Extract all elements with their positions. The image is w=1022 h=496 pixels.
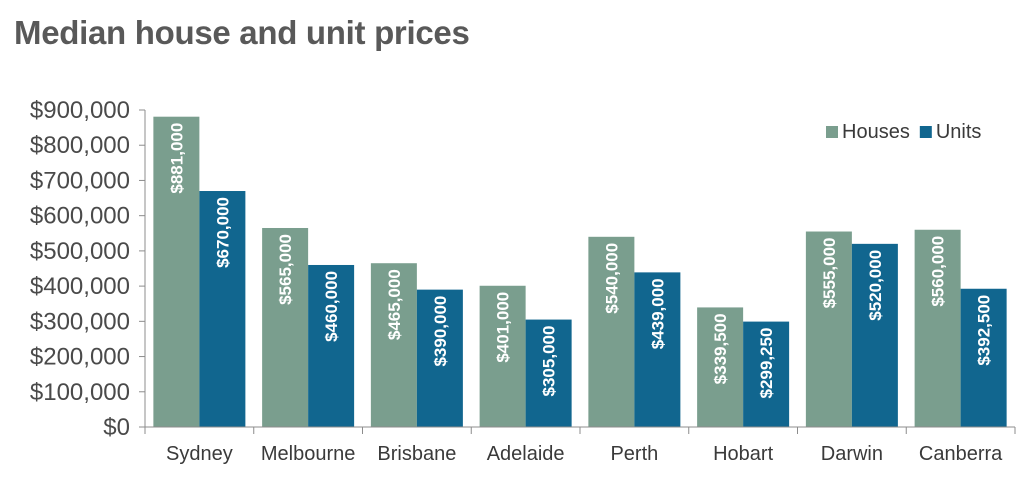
y-tick-label: $800,000 <box>30 132 130 159</box>
data-label: $339,500 <box>711 313 730 384</box>
bar-units <box>851 243 898 427</box>
y-tick-label: $900,000 <box>30 97 130 124</box>
data-label: $299,250 <box>757 328 776 399</box>
legend-label-units: Units <box>936 121 982 143</box>
legend-swatch-units <box>919 126 932 138</box>
bar-units <box>308 264 355 427</box>
x-tick-label: Perth <box>610 443 658 465</box>
x-tick-label: Brisbane <box>377 443 456 465</box>
data-label: $392,500 <box>975 295 994 366</box>
bar-units <box>960 288 1007 427</box>
y-tick-label: $500,000 <box>30 238 130 265</box>
bar-houses <box>588 236 635 427</box>
data-label: $305,000 <box>540 326 559 397</box>
x-tick-label: Hobart <box>713 443 773 465</box>
y-tick-label: $600,000 <box>30 203 130 230</box>
x-tick-label: Adelaide <box>487 443 565 465</box>
x-tick-label: Melbourne <box>261 443 356 465</box>
bar-houses <box>914 229 961 427</box>
bars-group: $881,000 $670,000 $565,000 $460,000 $465,000… <box>153 116 1007 427</box>
y-tick-label: $400,000 <box>30 273 130 300</box>
bar-houses <box>370 263 417 427</box>
data-label: $565,000 <box>276 234 295 305</box>
x-tick-label: Darwin <box>821 443 883 465</box>
data-label: $555,000 <box>820 238 839 309</box>
y-tick-label: $0 <box>103 414 130 441</box>
bar-houses <box>697 307 744 427</box>
y-axis: $0 $100,000 $200,000 $300,000 $400,000 $500,0… <box>30 97 146 441</box>
data-label: $881,000 <box>167 123 186 194</box>
legend: Houses Units <box>826 121 981 143</box>
bar-units <box>416 289 463 427</box>
bar-units <box>199 191 246 427</box>
bar-houses <box>805 231 852 427</box>
bar-houses <box>479 285 526 427</box>
y-tick-label: $700,000 <box>30 167 130 194</box>
data-label: $465,000 <box>385 269 404 340</box>
data-label: $520,000 <box>866 250 885 321</box>
data-label: $439,000 <box>648 278 667 349</box>
x-axis: Sydney Melbourne Brisbane Adelaide Perth Hoba… <box>144 426 1016 465</box>
legend-label-houses: Houses <box>842 121 910 143</box>
chart-title: Median house and unit prices <box>14 14 470 51</box>
bar-units <box>743 321 790 427</box>
y-tick-label: $300,000 <box>30 308 130 335</box>
data-label: $401,000 <box>494 292 513 363</box>
y-tick-label: $200,000 <box>30 344 130 371</box>
data-label: $460,000 <box>322 271 341 342</box>
bar-houses <box>262 227 309 427</box>
x-tick-label: Canberra <box>919 443 1003 465</box>
x-tick-label: Sydney <box>166 443 233 465</box>
bar-units <box>525 319 572 427</box>
bar-houses <box>153 116 200 427</box>
y-tick-label: $100,000 <box>30 379 130 406</box>
bar-units <box>634 272 681 427</box>
legend-swatch-houses <box>826 126 838 138</box>
data-label: $670,000 <box>213 197 232 268</box>
data-label: $560,000 <box>929 236 948 307</box>
data-label: $390,000 <box>431 296 450 367</box>
data-label: $540,000 <box>602 243 621 314</box>
